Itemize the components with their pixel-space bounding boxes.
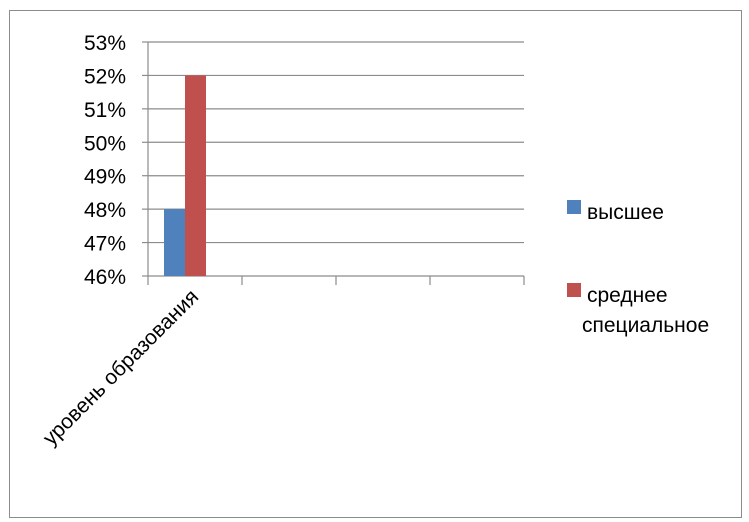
legend-swatch — [567, 200, 581, 214]
legend-label: высшее — [587, 201, 664, 224]
axes — [142, 41, 525, 285]
legend-label: специальное — [582, 314, 709, 337]
y-tick-label: 51% — [84, 99, 126, 122]
chart-frame — [9, 10, 742, 518]
bars — [164, 75, 206, 276]
legend: высшее среднее специальное — [567, 200, 709, 337]
y-tick-label: 47% — [84, 233, 126, 256]
gridlines — [148, 41, 524, 244]
y-tick-label: 52% — [84, 65, 126, 88]
y-tick-label: 46% — [84, 266, 126, 289]
y-tick-label: 53% — [84, 32, 126, 55]
legend-label: среднее — [587, 284, 668, 307]
bar-vysshee — [164, 209, 185, 276]
x-category-label: уровень образования — [39, 285, 204, 450]
y-axis-tick-labels: 53% 52% 51% 50% 49% 48% 47% 46% — [84, 32, 126, 289]
y-tick-label: 49% — [84, 166, 126, 189]
bar-srednee-spetsialnoe — [185, 75, 206, 276]
legend-swatch — [567, 283, 581, 297]
x-axis-category-labels: уровень образования — [39, 285, 204, 450]
y-tick-label: 48% — [84, 199, 126, 222]
y-tick-label: 50% — [84, 132, 126, 155]
